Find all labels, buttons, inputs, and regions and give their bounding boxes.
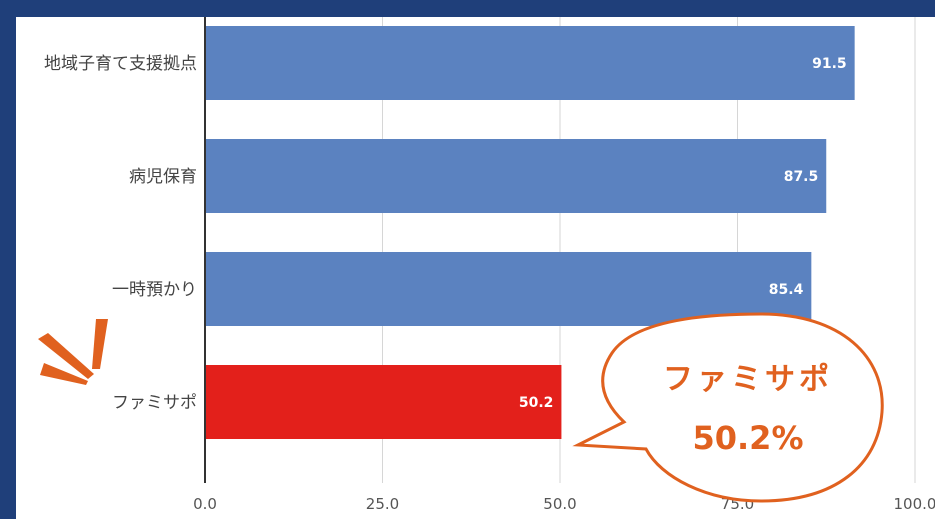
bars: 91.5 地域子育て支援拠点 87.5 病児保育 85.4 一時預かり 50.2 ファミサポ	[44, 26, 855, 439]
emphasis-mark-bottom	[40, 363, 88, 385]
bar-chart: 91.5 地域子育て支援拠点 87.5 病児保育 85.4 一時預かり 50.2 ファミサポ …	[38, 17, 935, 513]
bar	[205, 252, 812, 326]
bar-value-label: 91.5	[812, 56, 847, 72]
callout-value: 50.2%	[692, 419, 803, 457]
bar-value-label: 50.2	[519, 395, 554, 411]
emphasis-mark-left	[38, 333, 94, 379]
x-tick-label: 25.0	[366, 495, 399, 513]
bar	[205, 26, 855, 100]
x-tick-label: 0.0	[193, 495, 217, 513]
callout-bubble: ファミサポ 50.2%	[572, 312, 884, 503]
category-label: 病児保育	[129, 167, 197, 187]
x-tick-label: 50.0	[543, 495, 576, 513]
chart-panel: 91.5 地域子育て支援拠点 87.5 病児保育 85.4 一時預かり 50.2 ファミサポ …	[16, 17, 935, 519]
category-label: ファミサポ	[112, 393, 197, 413]
bar-value-label: 85.4	[769, 282, 804, 298]
bar-value-label: 87.5	[784, 169, 819, 185]
emphasis-marks	[38, 319, 108, 385]
emphasis-mark-top	[92, 319, 108, 369]
x-tick-label: 100.0	[894, 495, 935, 513]
bar	[205, 365, 562, 439]
x-axis-ticks: 0.0 25.0 50.0 75.0 100.0	[193, 495, 935, 513]
category-label: 一時預かり	[112, 280, 197, 300]
callout-bubble-shape	[572, 312, 884, 503]
category-label: 地域子育て支援拠点	[44, 54, 197, 74]
callout-title: ファミサポ	[663, 362, 833, 397]
bar	[205, 139, 827, 213]
